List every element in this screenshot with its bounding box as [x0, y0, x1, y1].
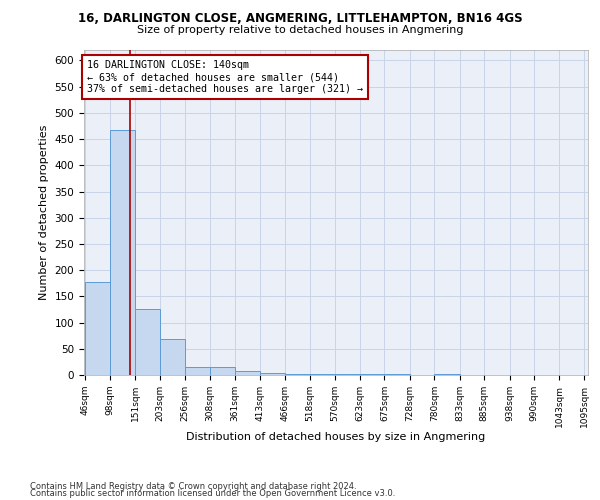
Text: Contains HM Land Registry data © Crown copyright and database right 2024.: Contains HM Land Registry data © Crown c… — [30, 482, 356, 491]
Bar — [434, 374, 460, 375]
Text: Contains public sector information licensed under the Open Government Licence v3: Contains public sector information licen… — [30, 490, 395, 498]
Text: 16 DARLINGTON CLOSE: 140sqm
← 63% of detached houses are smaller (544)
37% of se: 16 DARLINGTON CLOSE: 140sqm ← 63% of det… — [88, 60, 364, 94]
Bar — [235, 372, 260, 375]
Bar — [310, 374, 335, 375]
Bar — [210, 367, 235, 375]
Bar — [185, 367, 210, 375]
Y-axis label: Number of detached properties: Number of detached properties — [39, 125, 49, 300]
Text: 16, DARLINGTON CLOSE, ANGMERING, LITTLEHAMPTON, BN16 4GS: 16, DARLINGTON CLOSE, ANGMERING, LITTLEH… — [77, 12, 523, 26]
Bar — [360, 374, 385, 375]
X-axis label: Distribution of detached houses by size in Angmering: Distribution of detached houses by size … — [187, 432, 485, 442]
Bar — [260, 374, 285, 375]
Bar — [385, 374, 410, 375]
Bar — [136, 310, 160, 375]
Bar — [160, 340, 185, 375]
Bar — [110, 130, 136, 375]
Bar — [85, 282, 110, 375]
Text: Size of property relative to detached houses in Angmering: Size of property relative to detached ho… — [137, 25, 463, 35]
Bar — [335, 374, 360, 375]
Bar — [285, 374, 310, 375]
